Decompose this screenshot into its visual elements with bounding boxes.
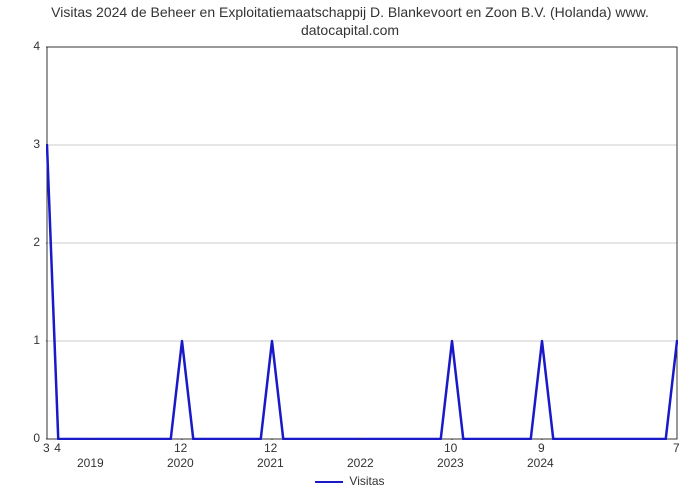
spike-value-label: 7	[673, 441, 680, 455]
x-year-label: 2024	[527, 456, 554, 470]
legend-swatch	[315, 481, 343, 483]
title-line-2: datocapital.com	[301, 22, 399, 38]
y-tick-label: 4	[33, 39, 40, 53]
title-line-1: Visitas 2024 de Beheer en Exploitatiemaa…	[51, 4, 649, 20]
chart-plot	[46, 46, 678, 440]
x-year-label: 2020	[167, 456, 194, 470]
spike-value-label: 4	[54, 441, 61, 455]
spike-value-label: 12	[264, 441, 277, 455]
spike-value-label: 10	[444, 441, 457, 455]
spike-value-label: 12	[174, 441, 187, 455]
legend-label: Visitas	[349, 474, 384, 488]
spike-value-label: 3	[43, 441, 50, 455]
x-year-label: 2019	[77, 456, 104, 470]
spike-value-label: 9	[538, 441, 545, 455]
y-tick-label: 1	[33, 333, 40, 347]
chart-title: Visitas 2024 de Beheer en Exploitatiemaa…	[0, 4, 700, 39]
x-year-label: 2023	[437, 456, 464, 470]
x-year-label: 2021	[257, 456, 284, 470]
y-tick-label: 3	[33, 137, 40, 151]
x-year-label: 2022	[347, 456, 374, 470]
y-tick-label: 0	[33, 431, 40, 445]
chart-legend: Visitas	[0, 474, 700, 488]
y-tick-label: 2	[33, 235, 40, 249]
